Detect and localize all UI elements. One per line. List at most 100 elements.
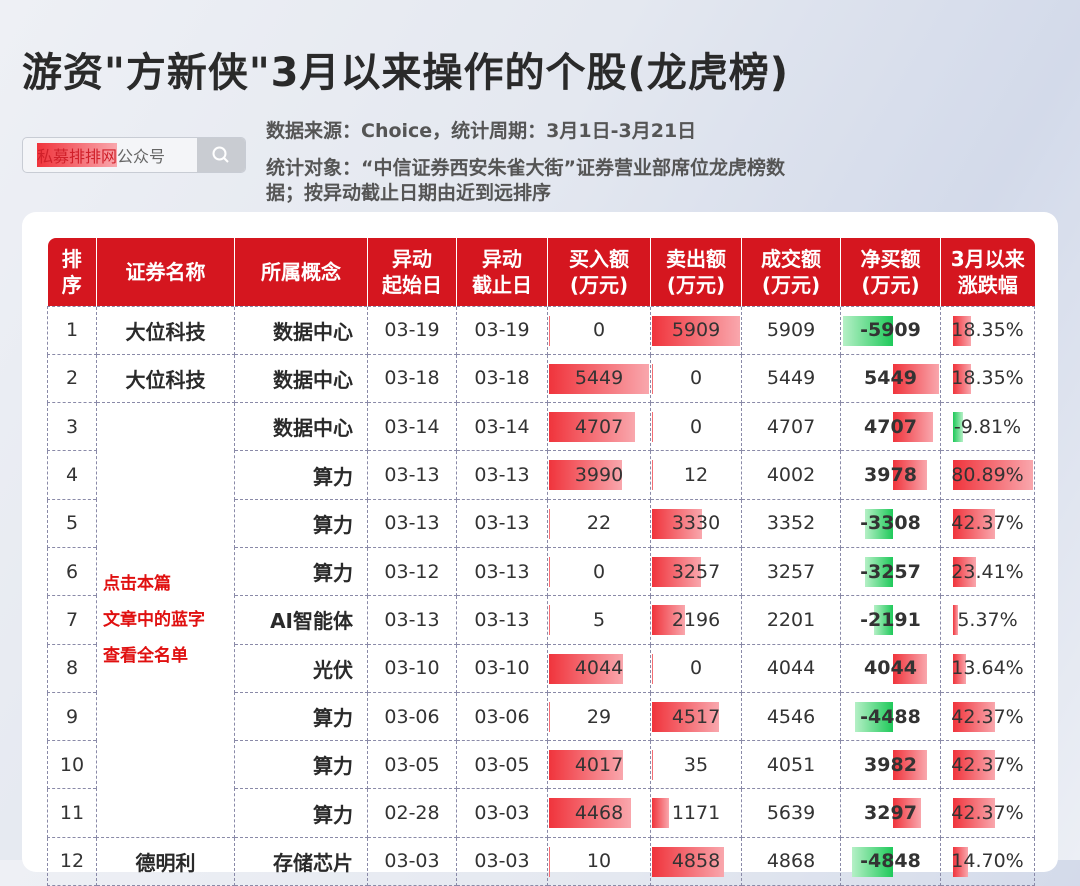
- total-value: 3352: [766, 512, 816, 535]
- pct-bar: [953, 653, 967, 684]
- note-text[interactable]: 查看全名单: [103, 645, 188, 666]
- buy-cell: 4707: [547, 402, 651, 452]
- net-bar: [893, 363, 940, 394]
- concept-value: 光伏: [313, 657, 353, 682]
- net-cell: -4848: [840, 836, 941, 886]
- pct-cell: 42.37%: [940, 740, 1035, 790]
- pct-value: 13.64%: [951, 657, 1024, 680]
- search-box[interactable]: 私募排排网 公众号: [22, 137, 246, 173]
- header-text: 买入额: [569, 246, 629, 271]
- date-cell: 03-13: [367, 595, 457, 645]
- table-row: 1 大位科技 数据中心 03-19 03-19 0 5909 5909 -5909 18.35%: [47, 305, 1035, 355]
- sell-cell: 2196: [650, 595, 742, 645]
- date-cell: 03-13: [456, 498, 548, 548]
- table-row: 11 算力 02-28 03-03 4468 1171 5639 3297 42.37%: [47, 788, 1035, 838]
- sell-value: 3257: [671, 560, 721, 583]
- concept-cell: 存储芯片: [234, 836, 368, 886]
- pct-cell: 23.41%: [940, 546, 1035, 597]
- pct-value: 80.89%: [951, 464, 1024, 487]
- date-value: 03-19: [384, 319, 440, 342]
- table-row: 12 德明利 存储芯片 03-03 03-03 10 4858 4868 -4848 14.70%: [47, 836, 1035, 886]
- total-value: 3257: [766, 560, 816, 583]
- date-value: 03-13: [474, 560, 530, 583]
- buy-cell: 5: [547, 595, 651, 645]
- rank-value: 2: [65, 367, 79, 390]
- header-text: 排: [61, 246, 82, 271]
- sell-cell: 1171: [650, 788, 742, 838]
- net-cell: 3982: [840, 740, 941, 790]
- note-text[interactable]: 点击本篇: [103, 573, 171, 594]
- pct-bar: [953, 605, 959, 636]
- table-row: 10 算力 03-05 03-05 4017 35 4051 3982 42.37%: [47, 740, 1035, 790]
- pct-value: 42.37%: [951, 512, 1024, 535]
- buy-value: 5: [592, 608, 606, 631]
- date-cell: 03-13: [456, 546, 548, 597]
- pct-bar: [953, 750, 995, 781]
- date-value: 03-14: [384, 415, 440, 438]
- total-value: 4707: [766, 415, 816, 438]
- rank-cell: 6: [47, 546, 97, 597]
- note-cell[interactable]: 点击本篇文章中的蓝字 查看全名单: [96, 402, 235, 838]
- buy-bar: [549, 701, 550, 732]
- column-header: 排序: [47, 238, 97, 306]
- pct-bar: [953, 556, 977, 587]
- pct-value: 18.35%: [951, 319, 1024, 342]
- date-value: 03-18: [384, 367, 440, 390]
- buy-bar: [549, 412, 636, 443]
- buy-bar: [549, 605, 550, 636]
- sell-cell: 0: [650, 402, 742, 452]
- pct-bar: [953, 363, 972, 394]
- concept-cell: 光伏: [234, 643, 368, 693]
- header-text: 净买额: [860, 246, 921, 271]
- total-cell: 3257: [741, 546, 841, 597]
- sell-value: 4517: [671, 705, 721, 728]
- sell-bar: [652, 605, 685, 636]
- net-value: -5909: [860, 319, 921, 342]
- net-bar: [893, 653, 928, 684]
- stat-target-line1: 统计对象：“中信证券西安朱雀大街”证券营业部席位龙虎榜数: [266, 157, 785, 179]
- concept-value: 算力: [313, 706, 353, 731]
- date-value: 03-10: [384, 657, 440, 680]
- header-text: 异动: [392, 246, 432, 271]
- net-value: 3297: [864, 802, 917, 825]
- sell-cell: 12: [650, 450, 742, 500]
- buy-value: 22: [586, 512, 612, 535]
- date-cell: 02-28: [367, 788, 457, 838]
- buy-cell: 5449: [547, 353, 651, 404]
- sell-bar: [652, 412, 653, 443]
- rank-value: 9: [65, 705, 79, 728]
- stat-target-line2: 据；按异动截止日期由近到远排序: [266, 182, 552, 204]
- table-row: 6 算力 03-12 03-13 0 3257 3257 -3257 23.41%: [47, 546, 1035, 597]
- header-text: (万元): [761, 272, 821, 297]
- note-text[interactable]: 文章中的蓝字: [103, 609, 205, 630]
- name-cell: 大位科技: [96, 353, 235, 404]
- search-button[interactable]: [197, 138, 245, 172]
- buy-value: 4468: [574, 802, 624, 825]
- sell-bar: [652, 363, 653, 394]
- column-header: 净买额 (万元): [840, 238, 941, 306]
- concept-value: 算力: [313, 512, 353, 537]
- buy-value: 10: [586, 850, 612, 873]
- total-value: 5639: [766, 802, 816, 825]
- pct-cell: 14.70%: [940, 836, 1035, 886]
- rank-value: 1: [65, 319, 79, 342]
- total-cell: 2201: [741, 595, 841, 645]
- rank-value: 8: [65, 657, 79, 680]
- net-value: 4707: [864, 415, 917, 438]
- rank-cell: 11: [47, 788, 97, 838]
- sell-bar: [652, 701, 720, 732]
- pct-bar: [953, 798, 995, 829]
- header-text: (万元): [861, 272, 920, 297]
- net-cell: -2191: [840, 595, 941, 645]
- date-cell: 03-06: [456, 691, 548, 742]
- buy-value: 4017: [574, 753, 624, 776]
- concept-cell: AI智能体: [234, 595, 368, 645]
- date-value: 03-12: [384, 560, 440, 583]
- rank-cell: 8: [47, 643, 97, 693]
- pct-bar: [953, 460, 1033, 491]
- buy-cell: 22: [547, 498, 651, 548]
- total-value: 4051: [766, 753, 816, 776]
- header-text: 卖出额: [666, 246, 726, 271]
- date-cell: 03-05: [367, 740, 457, 790]
- total-cell: 4002: [741, 450, 841, 500]
